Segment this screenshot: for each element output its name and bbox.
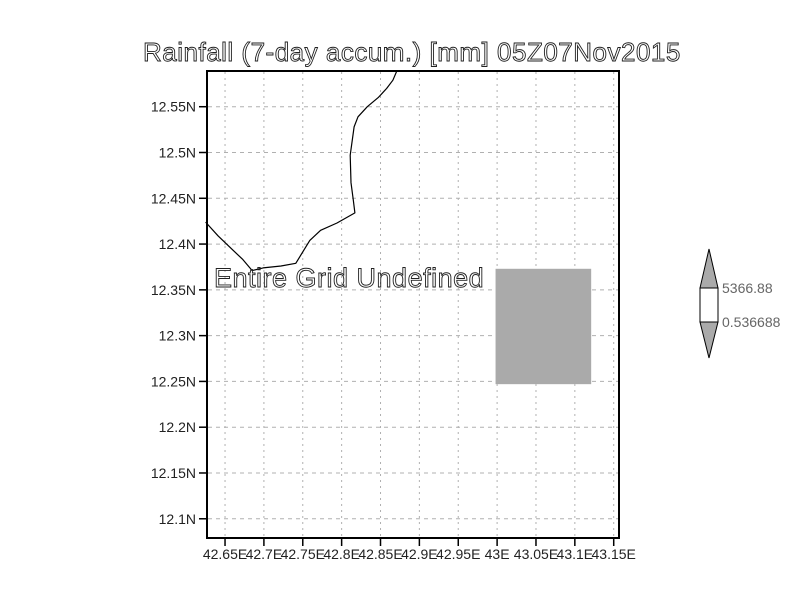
coastline	[205, 70, 398, 272]
grid-undefined-note: Entire Grid Undefined	[214, 263, 485, 293]
x-tick-label: 42.75E	[281, 546, 325, 562]
colorbar-min-label: 0.536688	[722, 314, 781, 330]
x-tick-label: 42.8E	[323, 546, 360, 562]
y-tick-label: 12.55N	[151, 99, 196, 115]
y-tick-label: 12.35N	[151, 282, 196, 298]
x-tick-label: 42.7E	[246, 546, 283, 562]
y-tick-label: 12.25N	[151, 373, 196, 389]
x-tick-label: 42.65E	[203, 546, 247, 562]
x-tick-label: 43.15E	[592, 546, 636, 562]
y-tick-label: 12.15N	[151, 465, 196, 481]
y-tick-label: 12.3N	[159, 328, 196, 344]
x-tick-label: 43E	[485, 546, 510, 562]
colorbar-lower-arrow	[699, 321, 719, 359]
y-tick-label: 12.4N	[159, 236, 196, 252]
x-tick-label: 42.95E	[436, 546, 480, 562]
y-tick-label: 12.45N	[151, 190, 196, 206]
x-tick-label: 42.9E	[401, 546, 438, 562]
undefined-region	[495, 268, 592, 385]
colorbar-max-label: 5366.88	[722, 280, 773, 296]
colorbar-upper-arrow	[699, 248, 719, 289]
y-tick-label: 12.2N	[159, 419, 196, 435]
x-tick-label: 43.05E	[514, 546, 558, 562]
x-tick-label: 43.1E	[557, 546, 594, 562]
y-tick-label: 12.5N	[159, 144, 196, 160]
y-tick-label: 12.1N	[159, 511, 196, 527]
x-tick-label: 42.85E	[358, 546, 402, 562]
map-frame	[206, 70, 620, 539]
colorbar-body	[699, 287, 719, 323]
plot-title: Rainfall (7-day accum.) [mm] 05Z07Nov201…	[143, 37, 681, 68]
